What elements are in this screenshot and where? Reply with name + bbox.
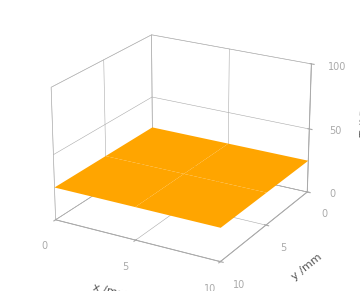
X-axis label: x /mm: x /mm: [92, 282, 129, 291]
Y-axis label: y /mm: y /mm: [290, 252, 324, 282]
